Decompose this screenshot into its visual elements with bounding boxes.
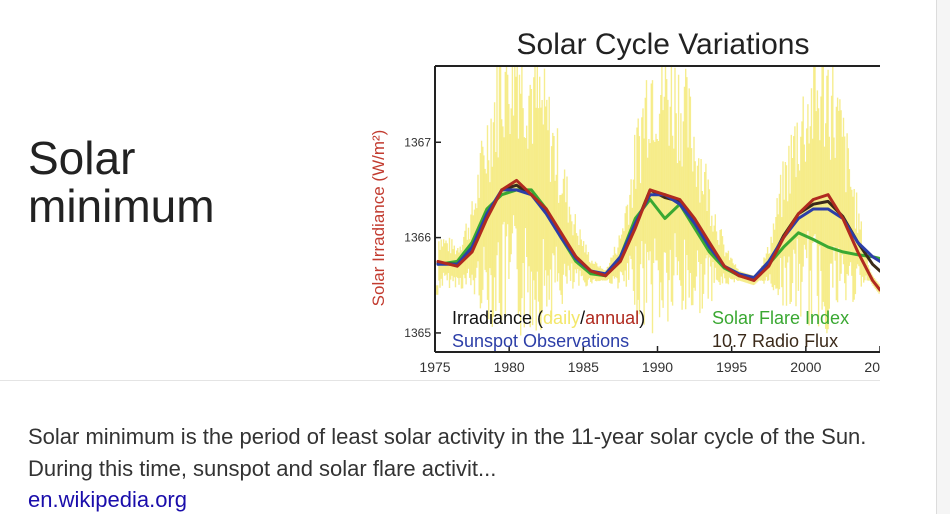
y-tick-label: 1367: [404, 135, 431, 149]
series-line-10-7-radio-flux: [436, 183, 882, 281]
legend-irradiance-annual: annual: [585, 308, 639, 328]
page-title: Solar minimum: [28, 132, 215, 232]
x-tick-label: 1975: [419, 359, 450, 375]
divider: [0, 380, 880, 381]
legend: Irradiance (daily/annual) Solar Flare In…: [452, 308, 849, 351]
source-link[interactable]: en.wikipedia.org: [28, 487, 187, 512]
legend-sunspot: Sunspot Observations: [452, 331, 629, 351]
legend-flare: Solar Flare Index: [712, 308, 849, 328]
legend-irradiance-prefix: Irradiance (: [452, 308, 543, 328]
x-tick-label: 2005: [864, 359, 880, 375]
y-axis-label: Solar Irradiance (W/m²): [369, 130, 388, 307]
legend-irradiance-daily: daily: [543, 308, 580, 328]
series-line-irradiance-annual: [436, 178, 882, 292]
legend-irradiance-slash: /: [580, 308, 585, 328]
legend-radio: 10.7 Radio Flux: [712, 331, 838, 351]
x-tick-label: 1990: [642, 359, 673, 375]
x-tick-label: 1995: [716, 359, 747, 375]
x-tick-label: 1980: [494, 359, 525, 375]
scrollbar[interactable]: [936, 0, 950, 514]
plot-area: 1365 1366 1367 1975 1980 1985 1990 1995 2000 2005: [404, 65, 896, 375]
x-tick-label: 1985: [568, 359, 599, 375]
y-tick-label: 1365: [404, 326, 431, 340]
legend-irradiance: Irradiance (daily/annual): [452, 308, 645, 328]
x-tick-label: 2000: [790, 359, 821, 375]
chart-title: Solar Cycle Variations: [517, 28, 810, 61]
chart-image[interactable]: Solar Cycle Variations 1365 1366 1367 1975 1…: [360, 0, 896, 380]
y-tick-label: 1366: [404, 231, 431, 245]
legend-irradiance-suffix: ): [639, 308, 645, 328]
result-snippet: Solar minimum is the period of least sol…: [28, 424, 867, 481]
